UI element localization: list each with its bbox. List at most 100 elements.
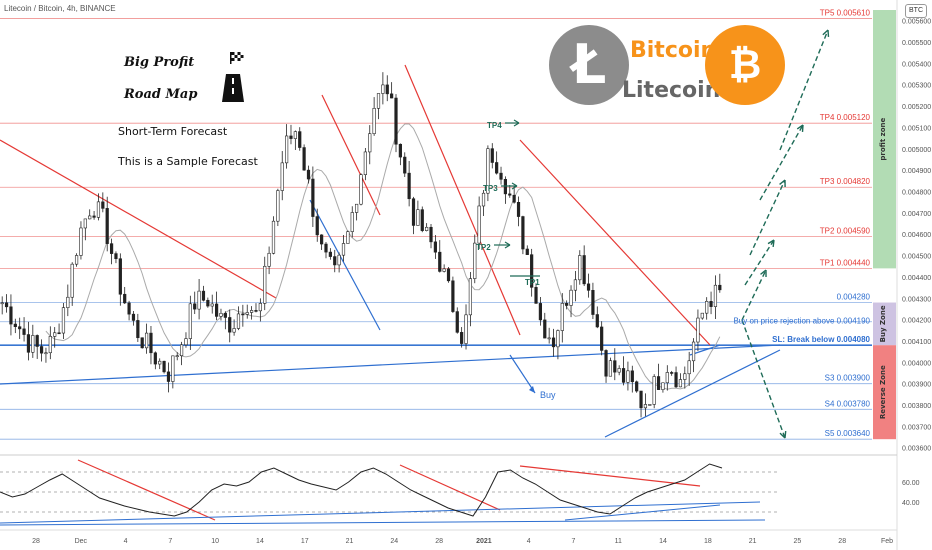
price-tick-2: 0.005400 (902, 61, 931, 68)
candle-body (477, 205, 481, 244)
tp-label-3: TP1 (525, 278, 540, 287)
candle-body (604, 350, 608, 377)
litecoin-logo-icon: Ł (549, 25, 629, 105)
forecast-segment-1 (741, 269, 767, 321)
candle-body (678, 379, 683, 388)
candle-body (416, 209, 420, 226)
candle-body (538, 303, 543, 321)
rsi-blue-trend-1 (564, 504, 721, 521)
candle-body (451, 280, 455, 312)
rsi-tick-0: 60.00 (902, 480, 920, 487)
candle-body (547, 337, 551, 340)
candle-body (368, 133, 372, 153)
candle-body (490, 148, 494, 163)
zone-label-1: Buy Zone (879, 305, 887, 342)
candle-body (429, 226, 433, 243)
level-label-3: TP2 0.004590 (820, 226, 871, 235)
candle-body (635, 381, 639, 392)
zone-band-1 (873, 302, 896, 346)
candle-body (123, 293, 127, 304)
rsi-line (0, 463, 723, 517)
red-trendline-1 (321, 94, 381, 216)
candle-body (92, 215, 96, 218)
price-tick-11: 0.004500 (902, 254, 931, 261)
candle-body (223, 312, 227, 318)
candle-body (661, 382, 665, 390)
symbol-header[interactable]: Litecoin / Bitcoin, 4h, BINANCE (4, 4, 116, 13)
candle-body (643, 404, 648, 409)
candle-body (109, 243, 114, 254)
rsi-trend-lines (0, 459, 766, 526)
candle-body (683, 373, 687, 380)
candle-body (258, 303, 262, 312)
candle-body (105, 208, 109, 244)
time-tick-14: 14 (659, 538, 667, 545)
candle-body (425, 226, 429, 231)
ma-polyline (45, 123, 721, 390)
buy-arrow-head (529, 386, 535, 393)
candle-body (337, 254, 341, 266)
candle-body (232, 328, 236, 333)
candle-body (149, 332, 153, 354)
candle-body (573, 279, 578, 291)
candle-body (639, 390, 643, 409)
price-tick-14: 0.004200 (902, 318, 931, 325)
red-trendline-0 (0, 139, 277, 299)
title-big-profit: Big Profit (124, 55, 195, 70)
candle-body (245, 312, 249, 315)
level-label-5: 0.004280 (837, 293, 871, 302)
candle-body (215, 303, 219, 317)
level-label-7: SL: Break below 0.004080 (772, 335, 870, 344)
candle-body (140, 337, 144, 349)
candle-body (13, 323, 17, 327)
red-trendline-2 (404, 64, 521, 336)
price-tick-0: 0.005600 (902, 19, 931, 26)
level-label-8: S3 0.003900 (825, 374, 871, 383)
candle-body (206, 299, 210, 307)
price-tick-19: 0.003700 (902, 424, 931, 431)
rsi-grid (0, 454, 897, 513)
forecast-arrowhead-3 (767, 239, 775, 248)
candle-body (236, 313, 241, 329)
candle-body (175, 355, 179, 358)
candle-body (114, 253, 118, 260)
candle-body (560, 303, 564, 331)
time-tick-8: 24 (390, 538, 398, 545)
price-tick-4: 0.005200 (902, 104, 931, 111)
candle-body (96, 201, 101, 218)
candle-body (66, 296, 70, 308)
candle-body (455, 311, 459, 333)
time-tick-0: 28 (32, 538, 40, 545)
rsi-axis: 60.00 40.00 (902, 480, 920, 507)
candle-body (22, 328, 26, 335)
price-tick-15: 0.004100 (902, 339, 931, 346)
price-tick-13: 0.004300 (902, 296, 931, 303)
candle-body (521, 216, 525, 250)
time-tick-7: 21 (346, 538, 354, 545)
candle-body (53, 332, 57, 337)
level-lines (0, 18, 872, 440)
candle-body (289, 135, 293, 139)
candle-body (184, 338, 188, 346)
price-tick-7: 0.004900 (902, 168, 931, 175)
candle-body (359, 174, 363, 205)
candle-body (271, 220, 276, 254)
time-tick-19: Feb (881, 538, 893, 545)
blue-trendline-1 (309, 199, 381, 331)
candle-body (179, 344, 184, 357)
candle-body (381, 84, 385, 94)
candle-body (582, 255, 586, 285)
time-tick-16: 21 (749, 538, 757, 545)
rsi-red-trend-0 (77, 459, 216, 521)
forecast-segment-5 (749, 179, 786, 256)
candle-body (565, 303, 569, 306)
candle-body (705, 301, 709, 314)
time-tick-13: 11 (615, 538, 622, 545)
currency-badge[interactable]: BTC (905, 4, 927, 18)
candle-body (250, 310, 254, 313)
candle-body (398, 143, 402, 158)
candle-body (709, 301, 713, 307)
candle-body (543, 319, 547, 339)
candle-body (499, 172, 503, 180)
